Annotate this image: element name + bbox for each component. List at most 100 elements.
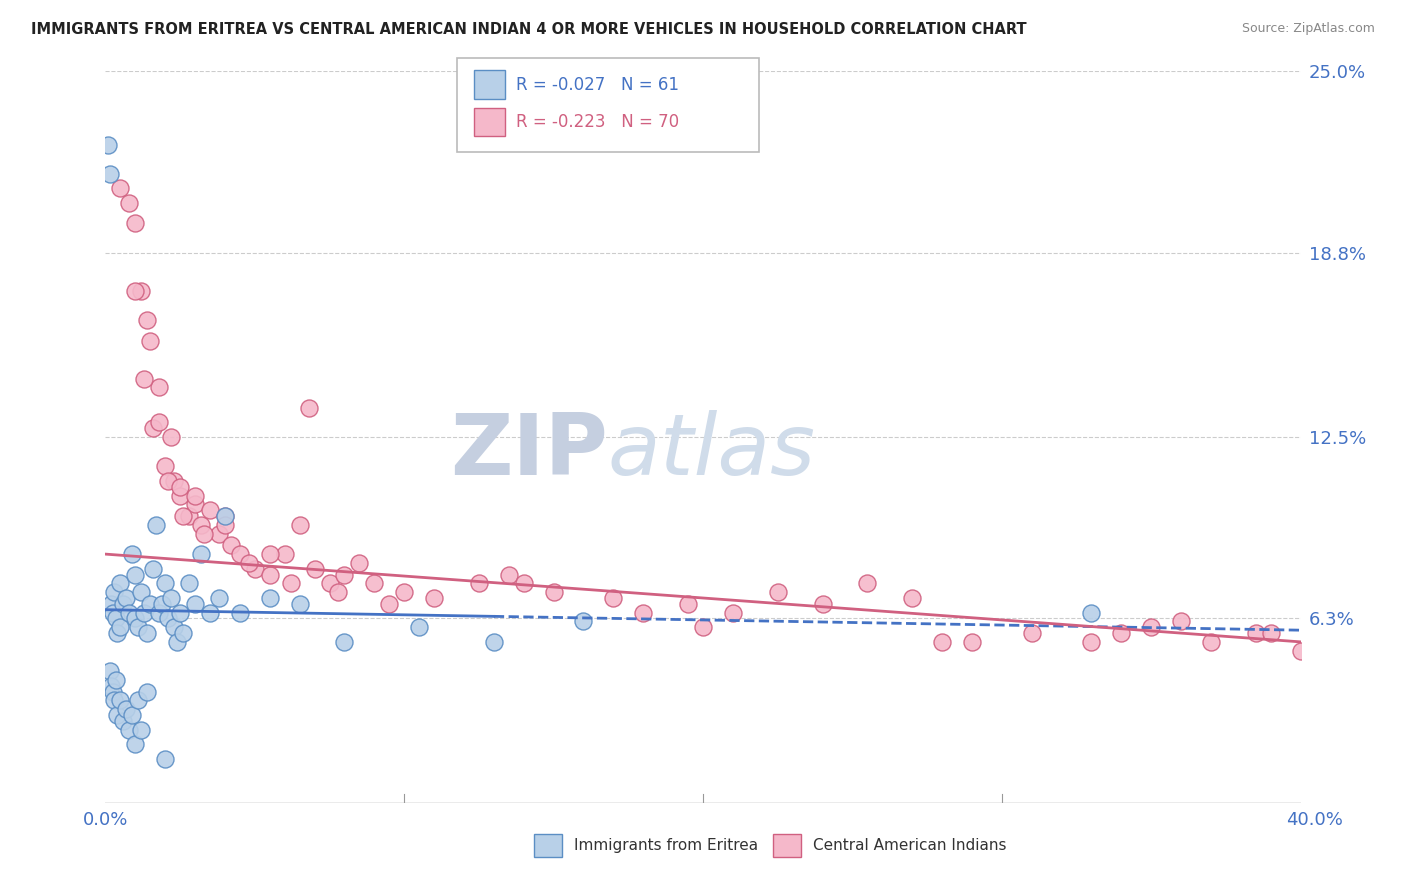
Point <box>142 421 165 435</box>
Point <box>259 591 281 605</box>
Point <box>960 635 983 649</box>
Text: 0.0%: 0.0% <box>83 811 128 829</box>
Point <box>172 509 194 524</box>
Point <box>98 664 121 678</box>
Point <box>259 567 281 582</box>
Point <box>721 606 744 620</box>
Text: ZIP: ZIP <box>450 410 607 493</box>
Point <box>633 606 655 620</box>
Point <box>107 708 129 723</box>
Text: atlas: atlas <box>607 410 815 493</box>
Point <box>328 585 350 599</box>
Text: IMMIGRANTS FROM ERITREA VS CENTRAL AMERICAN INDIAN 4 OR MORE VEHICLES IN HOUSEHO: IMMIGRANTS FROM ERITREA VS CENTRAL AMERI… <box>31 22 1026 37</box>
Point <box>931 635 953 649</box>
Point <box>172 626 194 640</box>
Point <box>288 597 311 611</box>
Point <box>184 497 207 511</box>
Point <box>193 526 215 541</box>
Point <box>110 181 132 195</box>
Point <box>163 474 186 488</box>
Point <box>184 489 207 503</box>
Text: Immigrants from Eritrea: Immigrants from Eritrea <box>574 838 758 853</box>
Point <box>127 620 149 634</box>
Point <box>468 576 491 591</box>
Point <box>121 547 143 561</box>
Point <box>118 606 141 620</box>
Point <box>208 591 231 605</box>
Point <box>150 597 173 611</box>
Point <box>676 597 699 611</box>
Point <box>166 635 188 649</box>
Point <box>1111 626 1133 640</box>
Point <box>118 723 141 737</box>
Point <box>121 708 143 723</box>
Point <box>145 517 167 532</box>
Point <box>157 474 180 488</box>
Point <box>104 673 127 687</box>
Point <box>139 334 162 348</box>
Point <box>127 693 149 707</box>
Point <box>408 620 430 634</box>
Point <box>692 620 714 634</box>
Point <box>142 562 165 576</box>
Point <box>363 576 385 591</box>
Point <box>513 576 536 591</box>
Point <box>110 576 132 591</box>
Point <box>198 503 221 517</box>
Point <box>214 509 236 524</box>
Point <box>190 547 212 561</box>
Point <box>148 606 170 620</box>
Point <box>1080 606 1102 620</box>
Point <box>129 585 153 599</box>
Point <box>378 597 401 611</box>
Point <box>136 313 159 327</box>
Point <box>177 509 200 524</box>
Point <box>1080 635 1102 649</box>
Point <box>100 597 122 611</box>
Point <box>163 620 186 634</box>
Point <box>1021 626 1043 640</box>
Point <box>101 684 124 698</box>
Point <box>229 606 252 620</box>
Point <box>392 585 416 599</box>
Text: R = -0.027   N = 61: R = -0.027 N = 61 <box>516 76 679 94</box>
Point <box>169 606 191 620</box>
Point <box>219 538 242 552</box>
Point <box>160 430 183 444</box>
Point <box>103 693 125 707</box>
Point <box>124 737 146 751</box>
Point <box>190 517 212 532</box>
Point <box>238 556 260 570</box>
Point <box>243 562 266 576</box>
Point <box>160 591 183 605</box>
Point <box>1244 626 1267 640</box>
Point <box>498 567 520 582</box>
Text: 40.0%: 40.0% <box>1286 811 1343 829</box>
Point <box>110 620 132 634</box>
Point <box>1199 635 1222 649</box>
Point <box>280 576 302 591</box>
Point <box>198 606 221 620</box>
Point <box>153 576 177 591</box>
Point <box>214 509 236 524</box>
Point <box>1170 615 1192 629</box>
Point <box>104 611 127 625</box>
Point <box>184 597 207 611</box>
Point <box>129 284 153 298</box>
Point <box>288 517 311 532</box>
Point <box>214 517 236 532</box>
Point <box>259 547 281 561</box>
Y-axis label: 4 or more Vehicles in Household: 4 or more Vehicles in Household <box>0 313 7 561</box>
Point <box>124 217 146 231</box>
Point <box>297 401 319 415</box>
Point <box>98 167 121 181</box>
Point <box>208 526 231 541</box>
Point <box>349 556 371 570</box>
Point <box>901 591 924 605</box>
Point <box>229 547 252 561</box>
Point <box>101 606 124 620</box>
Point <box>333 567 356 582</box>
Point <box>124 567 146 582</box>
Point <box>129 723 153 737</box>
Text: Central American Indians: Central American Indians <box>813 838 1007 853</box>
